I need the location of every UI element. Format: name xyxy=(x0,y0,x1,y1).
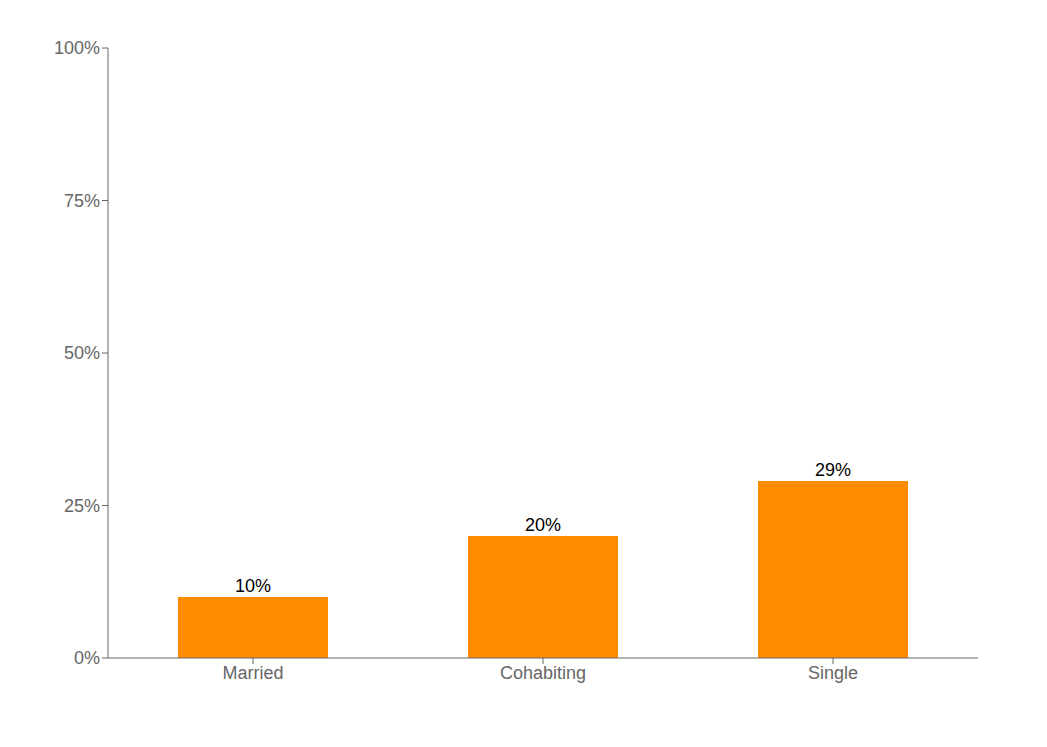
svg-text:10%: 10% xyxy=(235,576,271,596)
svg-text:100%: 100% xyxy=(54,38,100,58)
svg-text:25%: 25% xyxy=(64,496,100,516)
svg-text:0%: 0% xyxy=(74,648,100,668)
svg-text:Single: Single xyxy=(808,663,858,683)
svg-text:Cohabiting: Cohabiting xyxy=(500,663,586,683)
svg-text:75%: 75% xyxy=(64,191,100,211)
svg-text:29%: 29% xyxy=(815,460,851,480)
svg-text:20%: 20% xyxy=(525,515,561,535)
svg-text:Married: Married xyxy=(222,663,283,683)
svg-text:50%: 50% xyxy=(64,343,100,363)
